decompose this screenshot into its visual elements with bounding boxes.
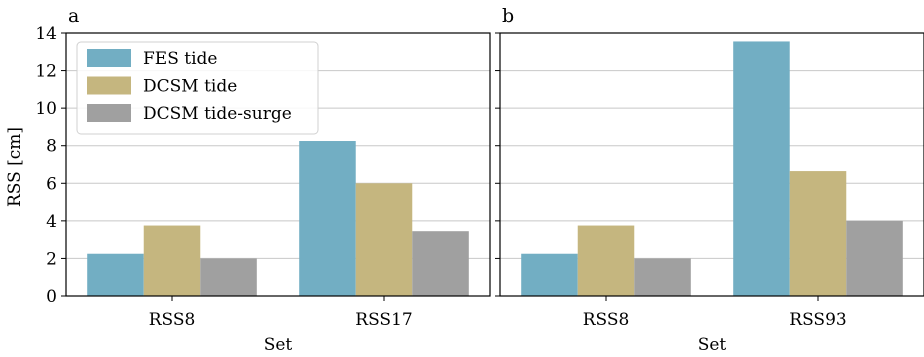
y-tick-label: 8: [46, 137, 57, 157]
bar-rss8-dcsm-tide: [577, 225, 635, 296]
panel-a: 0 2 4 6 8 10 12 14 RSS8 RSS17 a Set: [35, 5, 491, 355]
plot-frame: [65, 32, 491, 297]
panel-label: b: [502, 5, 514, 27]
bar-rss8-fes-tide: [87, 253, 144, 296]
y-tick-label: 2: [46, 249, 57, 269]
panel-b: RSS8 RSS93 b Set: [495, 5, 924, 355]
bar-rss93-dcsm-tide-surge: [846, 220, 903, 296]
bar-rss17-fes-tide: [299, 141, 356, 296]
legend-box: [76, 41, 319, 135]
x-axis-label: Set: [264, 335, 293, 355]
legend: FES tide DCSM tide DCSM tide-surge: [76, 41, 319, 135]
bar-rss93-fes-tide: [733, 41, 790, 297]
y-tick-label: 12: [35, 62, 57, 82]
x-tick-label: RSS8: [149, 310, 196, 330]
bar-rss8-dcsm-tide-surge: [634, 258, 691, 296]
bar-rss8-dcsm-tide: [143, 225, 201, 296]
legend-swatch: [87, 49, 131, 67]
y-tick-label: 4: [46, 212, 57, 232]
bar-rss8-dcsm-tide-surge: [200, 258, 257, 296]
x-tick-label: RSS93: [789, 310, 846, 330]
plot-frame: [499, 32, 924, 297]
x-tick-label: RSS17: [355, 310, 412, 330]
panel-label: a: [68, 5, 79, 27]
x-axis-label: Set: [698, 335, 727, 355]
y-tick-label: 6: [46, 174, 57, 194]
legend-label: FES tide: [143, 49, 217, 69]
y-tick-label: 0: [46, 287, 57, 307]
x-tick-label: RSS8: [583, 310, 630, 330]
bar-rss8-fes-tide: [521, 253, 578, 296]
legend-swatch: [87, 76, 131, 95]
bar-rss17-dcsm-tide-surge: [412, 231, 469, 296]
bar-rss17-dcsm-tide: [355, 183, 413, 296]
bar-rss93-dcsm-tide: [789, 171, 847, 296]
legend-swatch: [87, 104, 131, 122]
legend-label: DCSM tide-surge: [143, 104, 292, 124]
y-axis-label: RSS [cm]: [5, 127, 25, 207]
legend-label: DCSM tide: [143, 77, 237, 97]
y-tick-label: 10: [35, 99, 57, 119]
y-tick-label: 14: [35, 24, 57, 44]
